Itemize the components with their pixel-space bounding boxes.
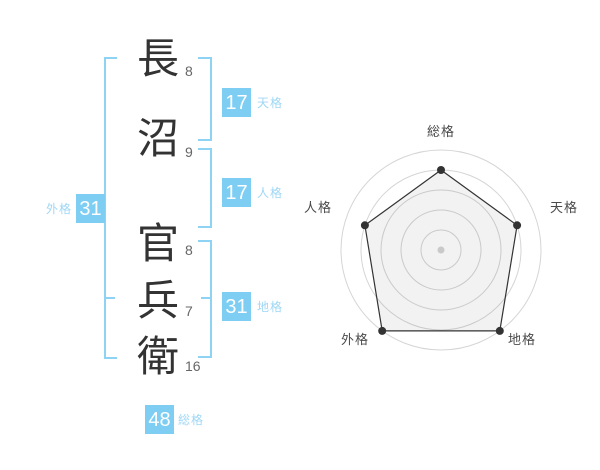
chikaku-bracket-top-tick [198,240,212,242]
stroke-count-2: 9 [185,144,193,160]
gaikaku-bracket-mid-tick [104,297,115,299]
soukaku-label: 総格 [178,413,205,427]
tenkaku-bracket-bottom-tick [198,139,212,141]
name-char-3: 官 [136,220,179,267]
name-char-2: 沼 [136,115,179,162]
radar-data-point [378,326,387,335]
jinkaku-label: 人格 [257,186,284,200]
gaikaku-bracket-line [104,57,106,359]
radar-data-point [513,221,522,230]
gaikaku-label: 外格 [45,202,72,216]
chikaku-bracket-bottom-tick [198,356,212,358]
jinkaku-bracket-bottom-tick [198,226,212,228]
tenkaku-value-box: 17 [222,88,251,117]
radar-grid-ring [380,189,502,311]
tenkaku-bracket-top-tick [198,57,212,59]
radar-grid-ring [420,229,462,271]
stroke-count-4: 7 [185,303,193,319]
name-char-5: 衛 [136,333,179,380]
radar-axis-label: 天格 [550,200,578,215]
stroke-count-3: 8 [185,242,193,258]
radar-center-dot [437,246,445,254]
radar-axis-label: 総格 [427,124,455,139]
stroke-count-5: 16 [185,358,201,374]
chikaku-value-box: 31 [222,292,251,321]
radar-data-point [360,221,369,230]
radar-grid-ring [400,209,482,291]
tenkaku-bracket-line [210,57,212,141]
jinkaku-value-box: 17 [222,178,251,207]
radar-data-point [437,166,445,174]
chikaku-bracket-line [210,240,212,358]
tenkaku-label: 天格 [257,96,284,110]
gaikaku-bracket-bottom-tick [104,357,117,359]
stroke-count-1: 8 [185,63,193,79]
radar-grid-ring [340,149,542,351]
radar-axis-label: 人格 [304,200,332,215]
chikaku-bracket-mid-tick [201,297,212,299]
jinkaku-bracket-line [210,148,212,228]
radar-data-point [495,326,504,335]
gaikaku-bracket-top-tick [104,57,117,59]
chikaku-label: 地格 [257,300,284,314]
name-char-4: 兵 [136,277,179,324]
jinkaku-bracket-top-tick [198,148,212,150]
radar-axis-label: 外格 [341,332,369,347]
name-char-1: 長 [136,35,179,82]
soukaku-value-box: 48 [145,405,174,434]
gaikaku-value-box: 31 [76,194,105,223]
radar-axis-label: 地格 [508,332,536,347]
radar-chart: 総格天格地格 外格 人格 [300,95,590,385]
